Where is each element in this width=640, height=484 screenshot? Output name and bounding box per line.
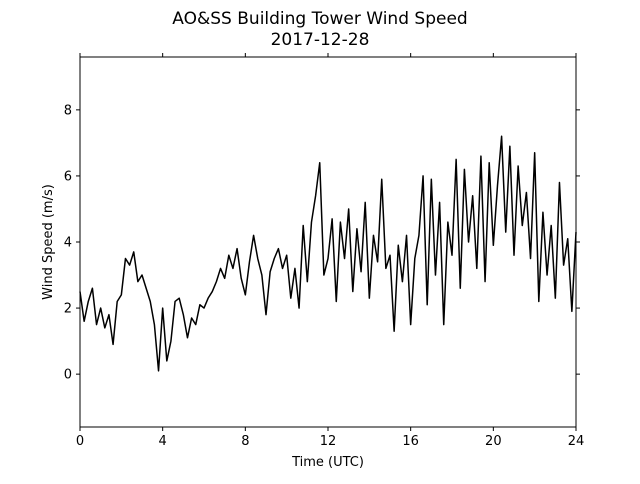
y-axis-label: Wind Speed (m/s): [41, 184, 56, 300]
x-tick-label: 16: [402, 434, 419, 449]
x-tick-label: 20: [485, 434, 502, 449]
chart-title: AO&SS Building Tower Wind Speed: [172, 9, 467, 29]
y-tick-label: 0: [64, 368, 72, 383]
x-tick-label: 8: [241, 434, 249, 449]
x-axis-label: Time (UTC): [291, 455, 364, 470]
y-tick-label: 4: [64, 236, 72, 251]
chart-subtitle: 2017-12-28: [271, 30, 370, 50]
y-tick-label: 6: [64, 169, 72, 184]
x-tick-label: 24: [568, 434, 585, 449]
y-tick-label: 2: [64, 302, 72, 317]
data-line: [79, 135, 577, 372]
x-tick-label: 12: [320, 434, 337, 449]
x-tick-label: 0: [76, 434, 84, 449]
plot-frame: [79, 56, 577, 428]
x-tick-label: 4: [159, 434, 167, 449]
y-tick-label: 8: [64, 103, 72, 118]
